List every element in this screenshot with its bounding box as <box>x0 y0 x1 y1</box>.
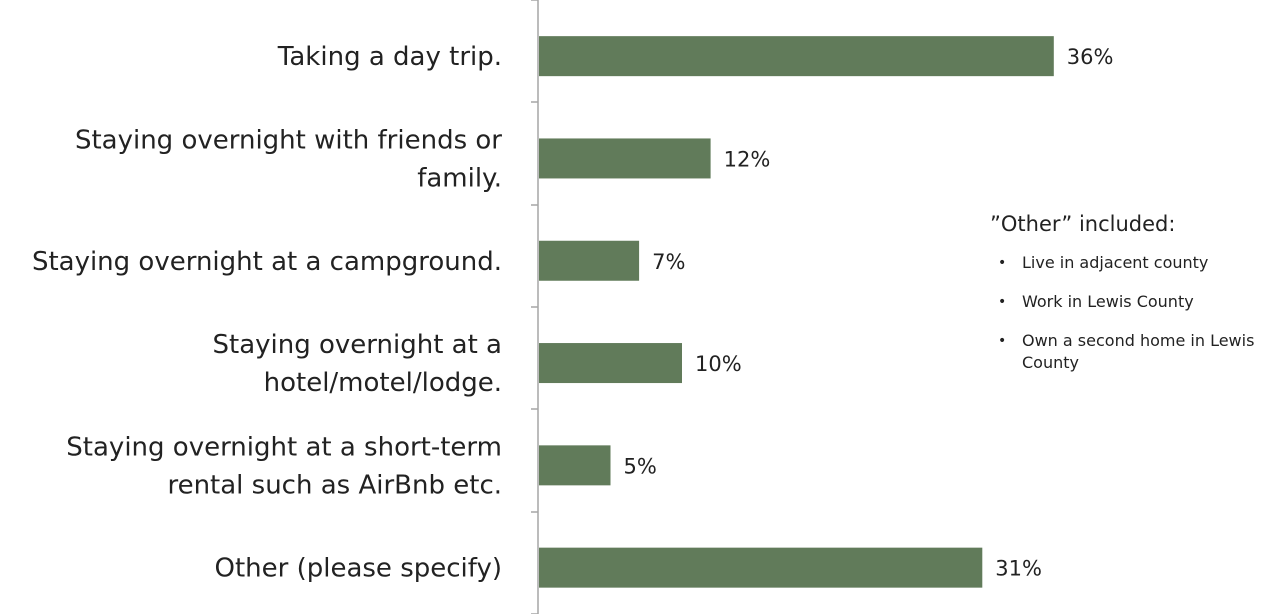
category-label-line: Staying overnight at a campground. <box>32 247 502 277</box>
annotation-list: • Live in adjacent county • Work in Lewi… <box>988 252 1278 374</box>
category-label-line: Staying overnight with friends or <box>75 125 502 155</box>
category-label: Staying overnight at a campground. <box>32 247 502 277</box>
data-label: 12% <box>724 147 771 171</box>
category-label: Staying overnight at a hotel/motel/lodge. <box>213 330 502 398</box>
data-label: 36% <box>1067 45 1114 69</box>
category-label-line: Staying overnight at a <box>213 330 502 360</box>
category-label-line: Other (please specify) <box>215 554 503 584</box>
annotation-title: ”Other” included: <box>990 212 1176 236</box>
bar <box>539 547 983 588</box>
category-label-line: family. <box>417 163 502 193</box>
bullet-icon: • <box>998 255 1007 271</box>
data-label: 5% <box>624 454 657 478</box>
category-label: Other (please specify) <box>215 554 503 584</box>
bar <box>539 343 682 384</box>
other-annotation: ”Other” included: • Live in adjacent cou… <box>988 212 1278 391</box>
bullet-icon: • <box>998 333 1007 349</box>
data-label: 10% <box>695 352 742 376</box>
bullet-icon: • <box>998 294 1007 310</box>
annotation-item: • Work in Lewis County <box>988 291 1278 313</box>
category-label-line: Staying overnight at a short-term <box>66 432 502 462</box>
bar <box>539 36 1054 77</box>
annotation-item: • Live in adjacent county <box>988 252 1278 274</box>
category-label: Staying overnight with friends or family. <box>75 125 502 193</box>
data-label: 7% <box>652 250 685 274</box>
category-label-line: hotel/motel/lodge. <box>264 368 502 398</box>
bar <box>539 240 640 281</box>
bar <box>539 445 611 486</box>
data-label: 31% <box>995 557 1042 581</box>
annotation-item: • Own a second home in Lewis County <box>988 330 1278 374</box>
category-label-line: rental such as AirBnb etc. <box>167 470 502 500</box>
annotation-item-text: Own a second home in Lewis County <box>1022 331 1255 372</box>
category-label: Taking a day trip. <box>277 42 502 72</box>
category-label: Staying overnight at a short-term rental … <box>66 432 502 500</box>
annotation-item-text: Live in adjacent county <box>1022 253 1209 272</box>
category-label-line: Taking a day trip. <box>277 42 502 72</box>
bar <box>539 138 711 179</box>
annotation-item-text: Work in Lewis County <box>1022 292 1194 311</box>
